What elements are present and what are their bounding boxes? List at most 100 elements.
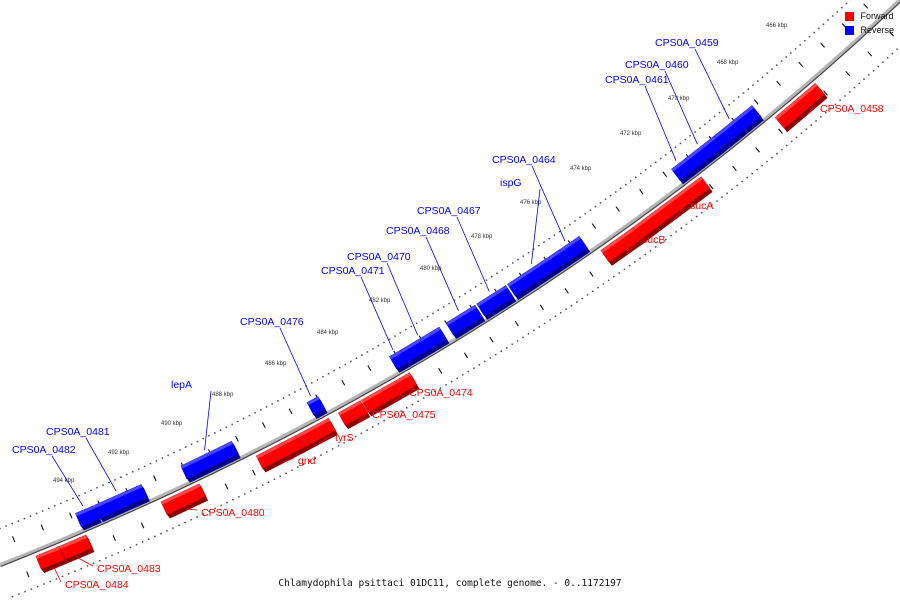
ruler-dot — [538, 326, 541, 328]
gene-cps0a-0482[interactable] — [75, 505, 103, 531]
gene-suca[interactable] — [627, 176, 713, 247]
gene-side-face — [100, 497, 150, 523]
ruler-dot — [790, 140, 793, 143]
ruler-dot — [800, 132, 803, 135]
ruler-dot — [49, 580, 52, 583]
ruler-dot — [785, 56, 788, 58]
kbp-label: 466 kbp — [766, 23, 788, 29]
ruler-dot — [426, 315, 429, 318]
ruler-dot — [489, 357, 492, 359]
ruler-dot — [383, 341, 385, 344]
ruler-dot — [579, 216, 582, 219]
gene-labels: CPS0A_0458 CPS0A_0459 CPS0A_0460 CPS0A_0461… — [12, 37, 884, 591]
tick-mark — [26, 571, 30, 578]
tick-mark — [341, 379, 346, 386]
ruler-dot — [361, 354, 363, 357]
ruler-dot — [834, 103, 837, 106]
ruler-dot — [288, 394, 291, 396]
ruler-dot — [220, 504, 222, 507]
gene-cps0a-0484[interactable] — [35, 546, 68, 573]
gene-leader-line — [360, 276, 394, 351]
gene-cps0a-0460[interactable] — [684, 135, 726, 174]
gene-cps0a-0468[interactable] — [445, 304, 486, 339]
ruler-dot — [190, 443, 193, 446]
gene-cps0a-0476[interactable] — [306, 396, 328, 419]
ruler-dot — [74, 570, 76, 573]
gene-ispg[interactable] — [507, 249, 571, 301]
gene-highlight — [446, 305, 477, 326]
ruler-dot — [428, 393, 431, 396]
gene-label: CPS0A_0474 — [409, 387, 473, 399]
ruler-dot — [612, 275, 615, 278]
ruler-dot — [700, 211, 703, 214]
ruler-dot — [92, 562, 95, 565]
ruler-dot — [383, 419, 386, 422]
gene-cps0a-0481[interactable] — [94, 484, 150, 523]
ruler-dot — [184, 446, 187, 448]
ruler-dot — [581, 297, 584, 300]
ruler-dot — [708, 119, 711, 122]
ruler-dot — [296, 466, 299, 469]
reverse-swatch — [845, 25, 855, 35]
kbp-label: 486 kbp — [265, 361, 287, 367]
ruler-dot — [86, 565, 89, 567]
ruler-dot — [808, 35, 811, 38]
gene-gnd[interactable] — [255, 435, 305, 473]
gene-label: CPS0A_0481 — [46, 426, 110, 438]
tick-mark — [288, 408, 293, 415]
gene-label: sucA — [690, 200, 713, 212]
ruler-dot — [766, 160, 768, 163]
gene-cps0a-0474[interactable] — [361, 372, 420, 417]
gene-cps0a-0471[interactable] — [389, 349, 411, 373]
ruler-dot — [467, 370, 470, 373]
tick-mark — [639, 189, 644, 195]
gene-tyrs[interactable] — [293, 417, 339, 453]
ruler-dot — [654, 161, 657, 164]
kbp-label: 468 kbp — [717, 60, 739, 66]
ruler-dot — [422, 397, 425, 399]
ruler-dot — [543, 241, 545, 244]
gene-top-face — [476, 285, 514, 317]
legend-forward-label: Forward — [860, 11, 894, 21]
ruler-dot — [310, 382, 313, 384]
ruler-dot — [480, 282, 483, 285]
gene-cps0a-0467[interactable] — [476, 285, 517, 320]
ruler-dot — [839, 99, 842, 102]
gene-cps0a-0480[interactable] — [160, 483, 209, 519]
gene-leader-line — [664, 70, 698, 145]
gene-cps0a-0483[interactable] — [55, 534, 95, 565]
ruler-dot — [202, 513, 205, 516]
ruler-dot — [597, 286, 599, 289]
gene-cps0a-0458[interactable] — [774, 83, 828, 133]
ruler-dot — [108, 481, 110, 484]
gene-top-face — [361, 372, 417, 413]
ruler-dot — [675, 230, 678, 233]
gene-side-face — [608, 238, 645, 266]
ruler-dot — [679, 142, 682, 145]
gene-leader-line — [283, 457, 295, 463]
ruler-dot — [141, 541, 144, 543]
ruler-dot — [155, 460, 158, 462]
gene-sucb[interactable] — [600, 227, 645, 266]
ruler-dot — [891, 52, 894, 55]
genome-backbone — [0, 0, 900, 568]
gene-highlight — [294, 418, 330, 440]
gene-lepa[interactable] — [180, 441, 241, 483]
tick-mark — [489, 336, 494, 343]
gene-cps0a-0459[interactable] — [710, 105, 764, 154]
ruler-dot — [634, 176, 637, 179]
ruler-dot — [433, 390, 436, 393]
ruler-dot — [232, 498, 234, 501]
ruler-dot — [202, 437, 205, 440]
ruler-dot — [445, 384, 447, 386]
gene-side-face — [636, 187, 713, 247]
kbp-label: 474 kbp — [570, 166, 592, 172]
gene-cps0a-0475[interactable] — [337, 400, 371, 430]
ruler-dot — [824, 111, 827, 114]
ruler-dot — [213, 432, 216, 434]
ruler-dot — [196, 440, 199, 443]
ruler-dot — [684, 138, 687, 141]
gene-cps0a-0461[interactable] — [671, 158, 697, 185]
gene-highlight — [35, 546, 61, 559]
gene-cps0a-0470[interactable] — [400, 326, 450, 367]
